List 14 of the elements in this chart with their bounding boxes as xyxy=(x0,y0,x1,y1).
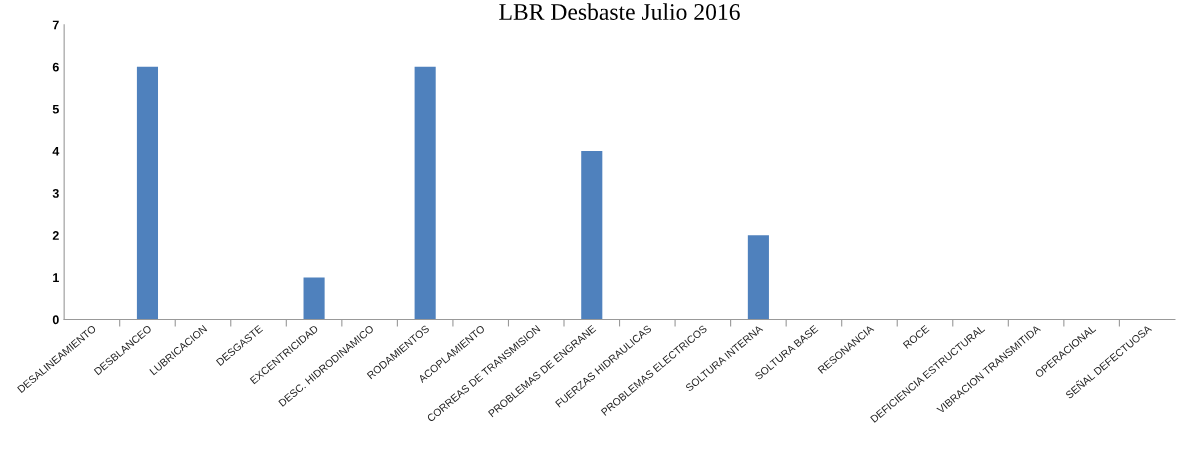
bar xyxy=(414,66,436,320)
bar xyxy=(303,277,325,320)
bar xyxy=(747,235,769,320)
y-tick-label: 0 xyxy=(52,315,59,325)
bar xyxy=(136,66,159,320)
bar xyxy=(581,151,603,320)
y-tick-label: 2 xyxy=(52,231,59,240)
y-tick-label: 6 xyxy=(52,62,59,72)
chart-title: LBR Desbaste Julio 2016 xyxy=(499,3,740,20)
y-tick-label: 1 xyxy=(53,273,59,282)
y-tick-label: 4 xyxy=(52,147,60,156)
y-tick-label: 3 xyxy=(52,188,59,198)
y-tick-label: 5 xyxy=(52,104,59,114)
y-tick-label: 7 xyxy=(52,20,59,30)
